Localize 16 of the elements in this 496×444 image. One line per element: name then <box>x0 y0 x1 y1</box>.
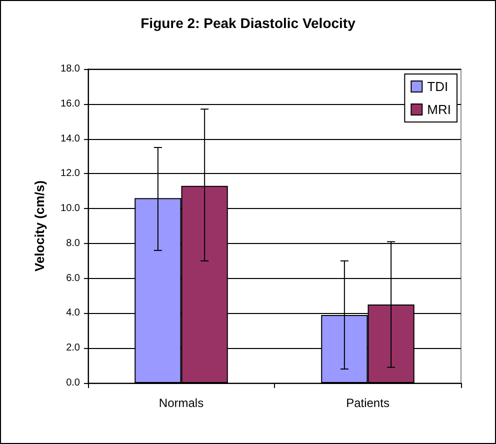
y-tick-label: 10.0 <box>60 203 80 214</box>
y-tick-label: 18.0 <box>60 64 80 74</box>
y-tick-label: 0.0 <box>66 378 80 388</box>
y-tick-label: 4.0 <box>66 308 80 319</box>
y-tick-label: 14.0 <box>60 133 80 144</box>
legend-label: MRI <box>427 102 452 117</box>
y-tick-label: 12.0 <box>60 168 80 180</box>
y-tick-label: 6.0 <box>66 272 80 284</box>
x-tick-label: Patients <box>346 396 390 410</box>
y-axis-title: Velocity (cm/s) <box>32 180 47 272</box>
chart-title: Figure 2: Peak Diastolic Velocity <box>140 15 356 31</box>
legend-label: TDI <box>427 79 448 94</box>
y-tick-label: 16.0 <box>60 98 80 110</box>
x-tick-label: Normals <box>158 396 204 410</box>
y-tick-label: 8.0 <box>66 238 80 249</box>
y-tick-label: 2.0 <box>66 342 80 354</box>
